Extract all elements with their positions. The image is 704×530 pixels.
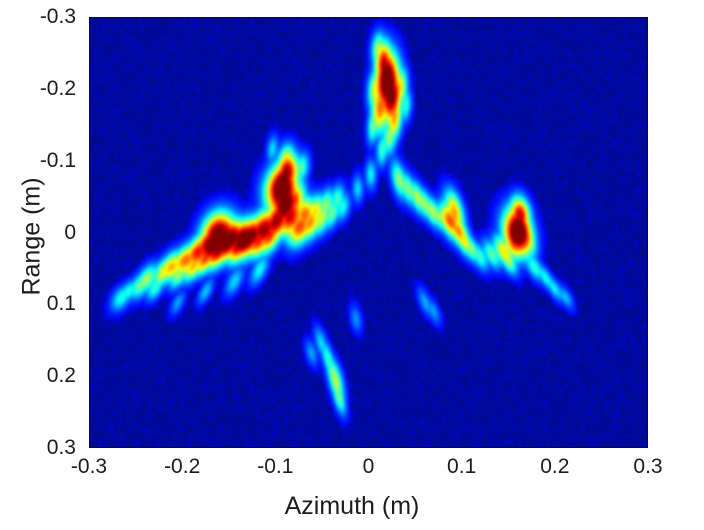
radar-image-figure: -0.3 -0.2 -0.1 0 0.1 0.2 0.3 -0.3 -0.2 -0.1 0 0.1 0… (0, 0, 704, 530)
x-tick-label: -0.3 (71, 455, 107, 479)
x-tick-label: 0.2 (540, 455, 569, 479)
x-axis-ticks: -0.3 -0.2 -0.1 0 0.1 0.2 0.3 (0, 0, 704, 530)
x-tick-label: 0.1 (447, 455, 476, 479)
y-axis-label: Range (m) (18, 137, 47, 337)
x-tick-label: -0.2 (164, 455, 200, 479)
x-axis-label: Azimuth (m) (0, 492, 704, 521)
x-tick-label: -0.1 (257, 455, 293, 479)
x-tick-label: 0.3 (633, 455, 662, 479)
x-tick-label: 0 (363, 455, 375, 479)
